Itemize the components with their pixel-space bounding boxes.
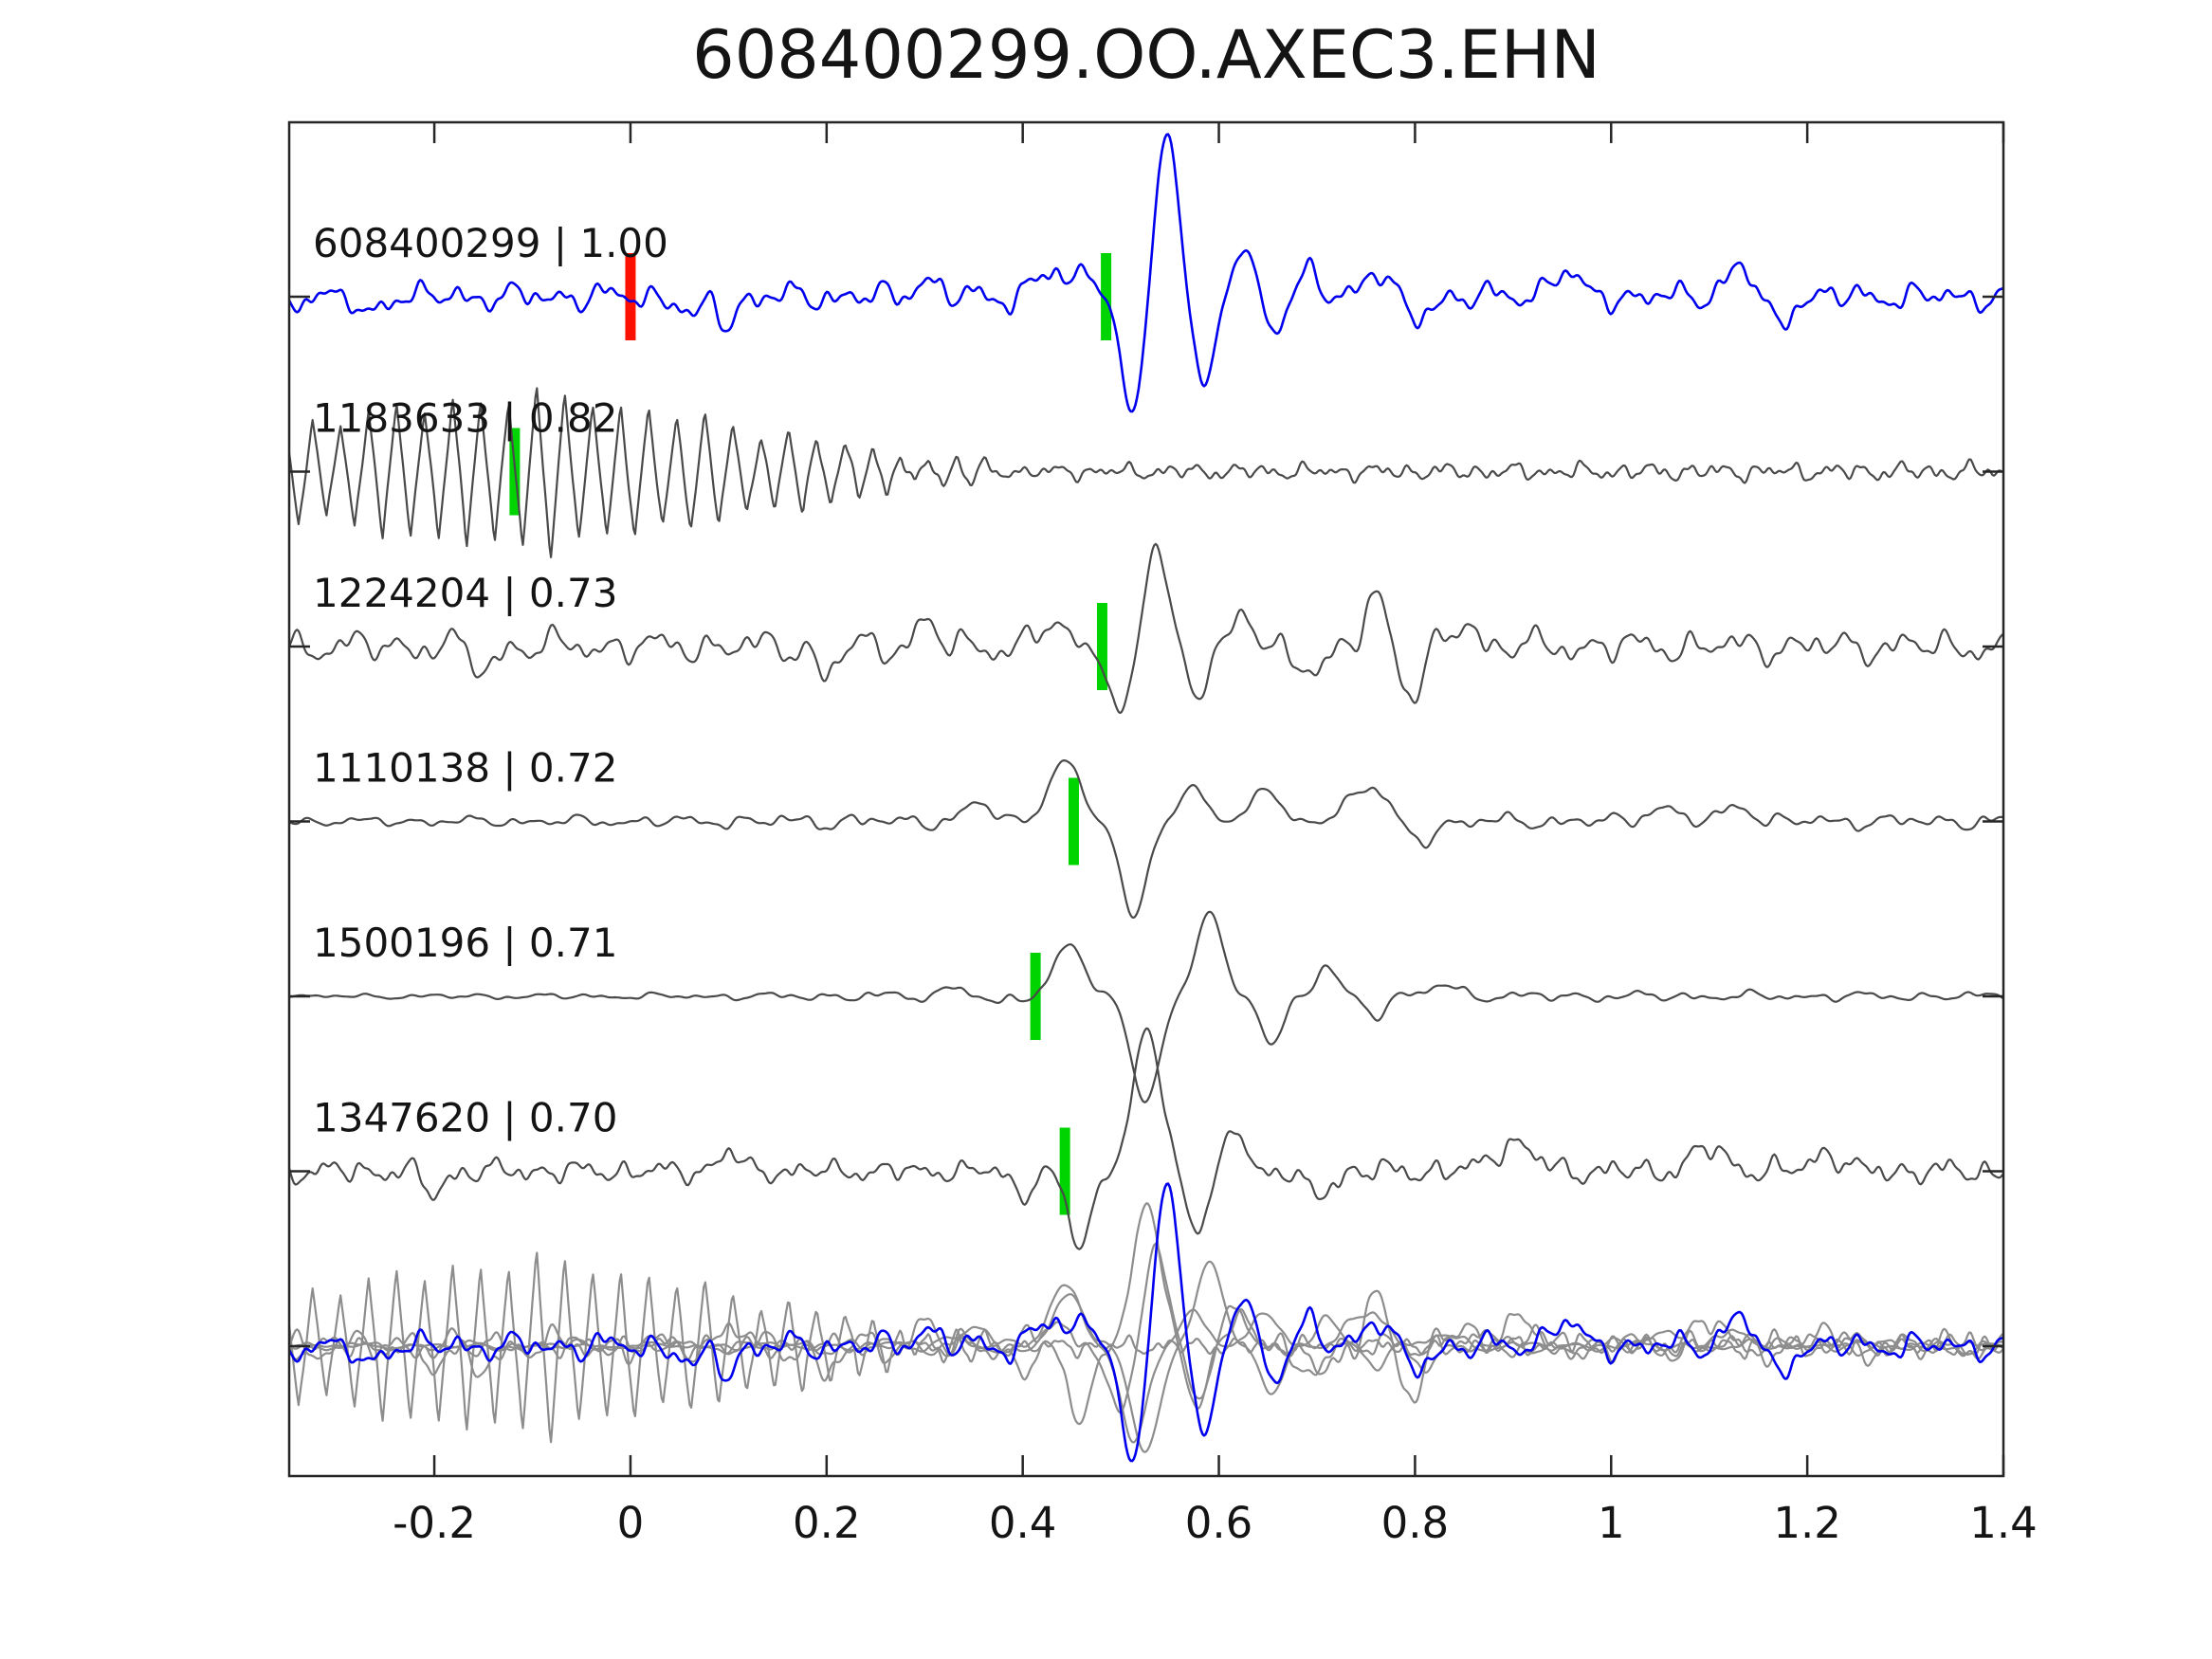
trace-label-1110138: 1110138 | 0.72 bbox=[313, 745, 617, 792]
x-tick-label: 0.4 bbox=[989, 1498, 1057, 1548]
waveform-trace-1183633 bbox=[290, 387, 2002, 558]
overlay-trace-1500196 bbox=[290, 1260, 2002, 1453]
x-tick-label: 0.6 bbox=[1185, 1498, 1253, 1548]
x-tick-label: 1.4 bbox=[1969, 1498, 2038, 1548]
pick-marker-green bbox=[1068, 777, 1079, 866]
overlay-trace-1110138 bbox=[290, 1284, 2002, 1444]
trace-label-1183633: 1183633 | 0.82 bbox=[313, 395, 617, 442]
trace-label-1224204: 1224204 | 0.73 bbox=[313, 570, 617, 616]
pick-marker-green bbox=[1059, 1127, 1070, 1215]
overlay-trace-1347620 bbox=[290, 1202, 2002, 1426]
plot-area: 608400299 | 1.00 1183633 | 0.82 1224204 | … bbox=[287, 120, 2038, 1548]
pick-marker-green bbox=[1096, 603, 1107, 690]
pick-marker-green bbox=[1101, 253, 1112, 340]
waveform-trace-1110138 bbox=[290, 759, 2002, 919]
trace-labels-layer: 608400299 | 1.00 1183633 | 0.82 1224204 | … bbox=[313, 220, 668, 1141]
plot-border bbox=[287, 120, 2005, 1478]
pick-marker-red bbox=[625, 253, 636, 340]
axes-layer: -0.2 0 0.2 0.4 0.6 0.8 1 1.2 1.4 bbox=[287, 120, 2038, 1548]
trace-label-608400299: 608400299 | 1.00 bbox=[313, 220, 668, 266]
trace-label-1500196: 1500196 | 0.71 bbox=[313, 920, 617, 966]
waveform-trace-1224204 bbox=[290, 542, 2002, 715]
x-tick-label: 0.2 bbox=[793, 1498, 861, 1548]
x-tick-label: -0.2 bbox=[393, 1498, 476, 1548]
trace-label-1347620: 1347620 | 0.70 bbox=[313, 1095, 617, 1141]
x-tick-label: 1 bbox=[1598, 1498, 1625, 1548]
waveform-traces-layer bbox=[290, 133, 2002, 1463]
overlay-trace-608400299 bbox=[290, 1182, 2002, 1463]
pick-marker-green bbox=[1030, 953, 1041, 1040]
x-tick-label: 1.2 bbox=[1773, 1498, 1841, 1548]
chart-title: 608400299.OO.AXEC3.EHN bbox=[692, 16, 1600, 94]
x-tick-label: 0.8 bbox=[1381, 1498, 1450, 1548]
waveform-trace-1347620 bbox=[290, 1027, 2002, 1250]
waveform-trace-608400299 bbox=[290, 133, 2002, 413]
x-tick-label: 0 bbox=[617, 1498, 645, 1548]
waveform-trace-1500196 bbox=[290, 910, 2002, 1103]
